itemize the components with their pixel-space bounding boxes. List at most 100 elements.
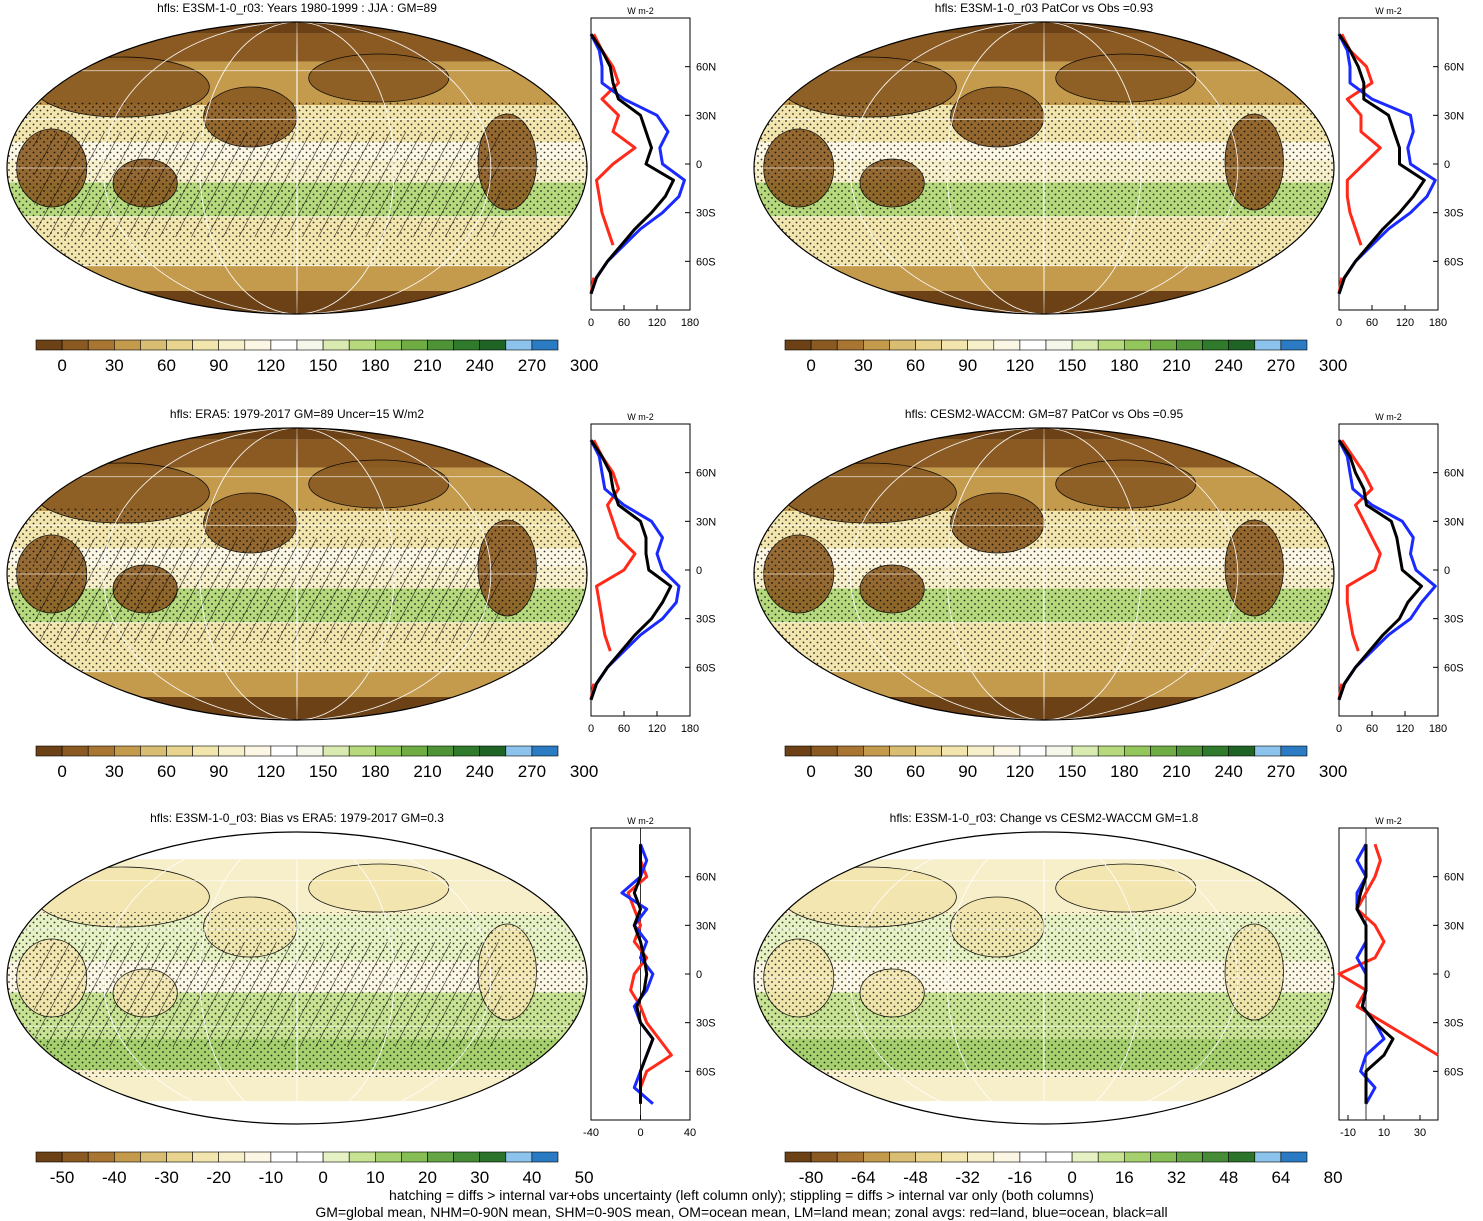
map-band: [7, 22, 587, 34]
colorbar-tick-label: -48: [903, 1168, 928, 1187]
stippling-overlay: [754, 508, 1334, 673]
colorbar-swatch: [1228, 339, 1256, 351]
colorbar-swatch: [1071, 745, 1099, 757]
map-band: [754, 428, 1334, 440]
zonal-xtick-label: 120: [1396, 723, 1414, 735]
colorbar-swatch: [114, 1151, 141, 1163]
colorbar-tick-label: 210: [413, 762, 441, 781]
footer-hatching-note: hatching = diffs > internal var+obs unce…: [389, 1187, 1094, 1203]
colorbar-swatch: [453, 745, 481, 757]
zonal-ytick-label: 30S: [1444, 208, 1464, 220]
map-band: [7, 439, 587, 468]
colorbar-swatch: [531, 1151, 559, 1163]
colorbar-swatch: [479, 1151, 507, 1163]
zonal-ytick-label: 60S: [1444, 662, 1464, 674]
zonal-ytick-label: 0: [696, 969, 702, 981]
colorbar-tick-label: 60: [157, 356, 176, 375]
graticule-longitude: [296, 22, 298, 314]
colorbar-swatch: [61, 745, 89, 757]
map-field: [7, 428, 587, 720]
hatching-overlay: [34, 538, 502, 643]
colorbar-tick-label: -32: [955, 1168, 980, 1187]
zonal-xtick-label: 120: [648, 317, 666, 329]
graticule-longitude: [102, 428, 492, 720]
colorbar-swatch: [1280, 745, 1308, 757]
map-field: [7, 832, 587, 1124]
colorbar-tick-label: 300: [1319, 356, 1347, 375]
colorbar-swatch: [192, 1151, 220, 1163]
colorbar-tick-label: 0: [57, 356, 66, 375]
zonal-line-all: [1337, 33, 1426, 295]
colorbar-swatch: [1176, 1151, 1203, 1163]
zonal-xtick-label: 60: [1366, 723, 1378, 735]
colorbar-tick-label: 90: [209, 356, 228, 375]
zonal-xtick-label: 180: [1429, 723, 1447, 735]
zonal-line-all: [589, 33, 675, 295]
colorbar-swatch: [87, 1151, 115, 1163]
zonal-line-all: [1337, 439, 1423, 701]
colorbar-tick-label: 150: [309, 356, 337, 375]
zonal-line-all: [632, 844, 655, 1104]
colorbar-swatch: [1019, 745, 1047, 757]
continent-outline: [1055, 459, 1197, 509]
colorbar-swatch: [1228, 1151, 1256, 1163]
colorbar-swatch: [941, 745, 968, 757]
colorbar-tick-label: -10: [259, 1168, 284, 1187]
colorbar-swatch: [114, 745, 141, 757]
zonal-ytick-label: 30S: [1444, 614, 1464, 626]
zonal-ytick-label: 30N: [1444, 920, 1464, 932]
colorbar-swatch: [218, 339, 246, 351]
colorbar-tick-label: 30: [105, 762, 124, 781]
colorbar-tick-label: 40: [522, 1168, 541, 1187]
colorbar-tick-label: 240: [1215, 356, 1243, 375]
graticule-longitude: [296, 428, 298, 720]
colorbar-swatch: [1019, 339, 1047, 351]
colorbar-swatch: [1071, 339, 1099, 351]
panel-title: hfls: E3SM-1-0_r03 PatCor vs Obs =0.93: [935, 1, 1154, 15]
colorbar-swatch: [479, 339, 507, 351]
colorbar: 0 30 60 90 120 150 180 210 240 270 300: [35, 339, 598, 375]
zonal-xtick-label: 0: [1336, 723, 1342, 735]
zonal-ytick-label: 30S: [696, 614, 716, 626]
continent-outline: [308, 459, 450, 509]
zonal-xtick-label: 180: [681, 317, 699, 329]
colorbar: 0 30 60 90 120 150 180 210 240 270 300: [35, 745, 598, 781]
colorbar-swatch: [1097, 745, 1125, 757]
hatching-overlay: [34, 132, 502, 237]
colorbar-swatch: [505, 1151, 533, 1163]
panel-p6: hfls: E3SM-1-0_r03: Change vs CESM2-WACC…: [753, 811, 1464, 1187]
colorbar-swatch: [1254, 745, 1282, 757]
colorbar-tick-label: -50: [50, 1168, 75, 1187]
zonal-xtick-label: 60: [1366, 317, 1378, 329]
map-border: [6, 21, 588, 315]
colorbar-tick-label: 150: [1058, 762, 1086, 781]
zonal-ytick-label: 30N: [1444, 516, 1464, 528]
zonal-mean-plot: W m-2 60N 30N 0 30S 60S 0 60 120 180: [588, 6, 716, 329]
colorbar-swatch: [810, 1151, 838, 1163]
colorbar-tick-label: 120: [257, 762, 285, 781]
zonal-xtick-label: 0: [637, 1127, 643, 1139]
map-band: [754, 832, 1334, 860]
colorbar-swatch: [479, 745, 507, 757]
zonal-xtick-label: 60: [618, 317, 630, 329]
panel-p3: hfls: ERA5: 1979-2017 GM=89 Uncer=15 W/m…: [6, 407, 716, 781]
colorbar-swatch: [140, 1151, 167, 1163]
colorbar-swatch: [784, 339, 812, 351]
colorbar-swatch: [889, 1151, 916, 1163]
zonal-unit-label: W m-2: [627, 816, 654, 826]
zonal-plot-frame: [1338, 827, 1439, 1121]
map-border: [6, 427, 588, 721]
map-field: [754, 22, 1334, 314]
colorbar-swatch: [61, 1151, 89, 1163]
colorbar-swatch: [915, 339, 942, 351]
zonal-mean-plot: W m-2 60N 30N 0 30S 60S -10 10 30: [1337, 816, 1464, 1139]
map-band: [7, 1101, 587, 1124]
colorbar-swatch: [1019, 1151, 1047, 1163]
colorbar-swatch: [453, 1151, 481, 1163]
colorbar-tick-label: 48: [1219, 1168, 1238, 1187]
panel-title: hfls: ERA5: 1979-2017 GM=89 Uncer=15 W/m…: [170, 407, 424, 421]
colorbar-swatch: [296, 339, 324, 351]
colorbar-swatch: [35, 745, 63, 757]
colorbar-swatch: [941, 1151, 968, 1163]
